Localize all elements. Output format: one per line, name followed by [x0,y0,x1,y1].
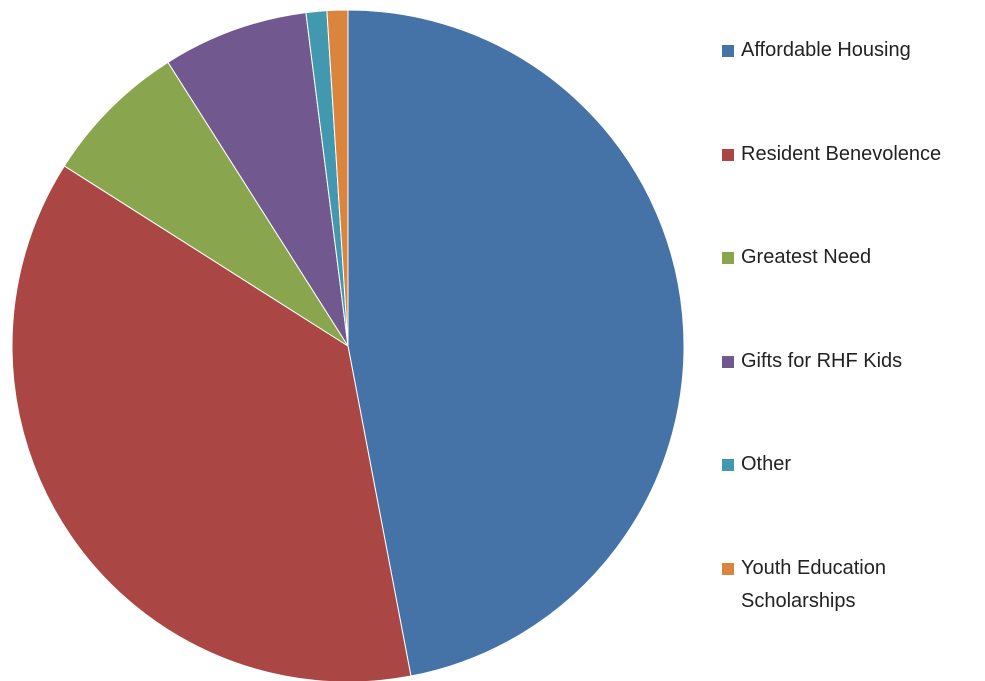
legend-label: Resident Benevolence [741,142,942,165]
pie-slice [347,9,685,677]
legend-label: Other [741,453,792,475]
legend-label: Gifts for RHF Kids [741,349,903,372]
legend-swatch [722,252,734,264]
legend-item: Youth Education Scholarships [722,552,972,618]
legend-item: Greatest Need [722,241,972,274]
legend-label: Youth Education Scholarships [741,556,886,612]
legend-label: Affordable Housing [741,39,911,61]
pie-slice [326,9,349,347]
pie-slice [63,61,349,347]
legend-item: Resident Benevolence [722,138,972,171]
legend-label: Greatest Need [741,246,872,268]
pie-slice [11,165,412,681]
legend-item: Gifts for RHF Kids [722,345,972,378]
legend-swatch [722,562,734,575]
pie-slice [167,12,349,347]
legend-item: Affordable Housing [722,34,972,67]
legend-swatch [722,148,734,161]
legend-swatch [722,459,734,471]
legend-swatch [722,355,734,368]
legend-swatch [722,45,734,57]
legend-item: Other [722,448,972,481]
